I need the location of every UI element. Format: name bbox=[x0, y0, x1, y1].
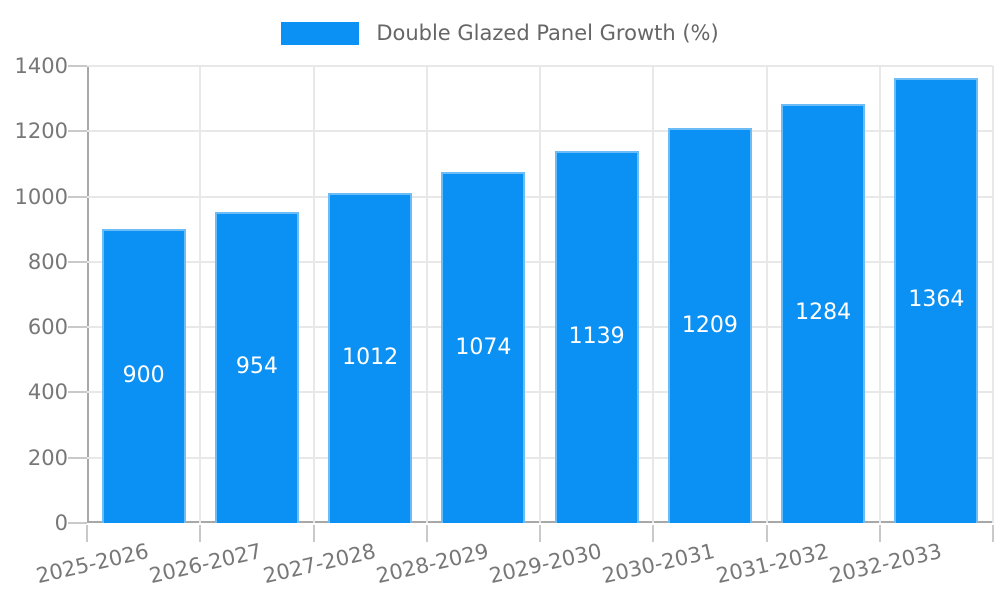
x-tick-mark bbox=[199, 525, 202, 542]
x-gridline bbox=[425, 66, 428, 523]
y-tick-mark bbox=[68, 391, 87, 394]
x-tick-mark bbox=[539, 525, 541, 542]
x-gridline bbox=[539, 66, 541, 523]
legend[interactable]: Double Glazed Panel Growth (%) bbox=[0, 20, 1000, 46]
x-tick-mark bbox=[652, 525, 655, 542]
y-tick-label: 800 bbox=[27, 249, 68, 274]
y-tick-mark bbox=[68, 130, 87, 133]
bar[interactable] bbox=[894, 77, 979, 523]
bar-value-label: 954 bbox=[235, 354, 278, 380]
bar[interactable] bbox=[101, 229, 186, 523]
y-tick-mark bbox=[68, 65, 87, 67]
y-tick-label: 0 bbox=[54, 511, 68, 535]
y-tick-mark bbox=[68, 195, 87, 198]
y-tick-label: 600 bbox=[27, 315, 68, 340]
y-tick-mark bbox=[68, 456, 87, 459]
y-tick-label: 400 bbox=[27, 380, 68, 405]
y-tick-mark bbox=[68, 326, 87, 329]
x-gridline bbox=[878, 66, 881, 523]
x-gridline bbox=[652, 66, 655, 523]
x-tick-label: 2029-2030 bbox=[487, 539, 605, 589]
legend-label: Double Glazed Panel Growth (%) bbox=[376, 21, 719, 45]
x-tick-mark bbox=[878, 525, 881, 542]
bar[interactable] bbox=[781, 103, 866, 523]
bar[interactable] bbox=[554, 151, 639, 523]
x-tick-label: 2027-2028 bbox=[260, 539, 378, 589]
x-gridline bbox=[992, 66, 994, 523]
x-tick-mark bbox=[425, 525, 428, 542]
bar[interactable] bbox=[441, 172, 526, 523]
y-tick-mark bbox=[68, 522, 87, 524]
y-tick-label: 1200 bbox=[14, 119, 68, 144]
bar[interactable] bbox=[328, 192, 413, 523]
bar-value-label: 1284 bbox=[795, 300, 852, 326]
legend-swatch bbox=[281, 21, 360, 45]
x-tick-label: 2032-2033 bbox=[826, 539, 944, 589]
y-tick-mark bbox=[68, 260, 87, 263]
bar-value-label: 1364 bbox=[908, 287, 965, 313]
y-tick-label: 1000 bbox=[14, 184, 68, 209]
bar-value-label: 900 bbox=[122, 363, 165, 389]
bar-value-label: 1012 bbox=[342, 344, 399, 370]
x-tick-mark bbox=[765, 525, 768, 542]
bar-value-label: 1209 bbox=[681, 312, 738, 338]
x-tick-mark bbox=[992, 525, 994, 542]
x-gridline bbox=[312, 66, 315, 523]
x-gridline bbox=[199, 66, 202, 523]
bar[interactable] bbox=[214, 211, 299, 523]
x-tick-label: 2031-2032 bbox=[713, 539, 831, 589]
bar-value-label: 1139 bbox=[568, 324, 625, 350]
y-tick-label: 200 bbox=[27, 445, 68, 470]
y-tick-label: 1400 bbox=[14, 54, 68, 78]
x-tick-label: 2026-2027 bbox=[147, 539, 265, 589]
x-gridline bbox=[765, 66, 768, 523]
bar-value-label: 1074 bbox=[455, 334, 512, 360]
bar[interactable] bbox=[667, 128, 752, 523]
x-tick-label: 2028-2029 bbox=[373, 539, 491, 589]
x-tick-label: 2030-2031 bbox=[600, 539, 718, 589]
x-tick-mark bbox=[86, 525, 88, 542]
x-tick-mark bbox=[312, 525, 315, 542]
x-tick-label: 2025-2026 bbox=[34, 539, 152, 589]
